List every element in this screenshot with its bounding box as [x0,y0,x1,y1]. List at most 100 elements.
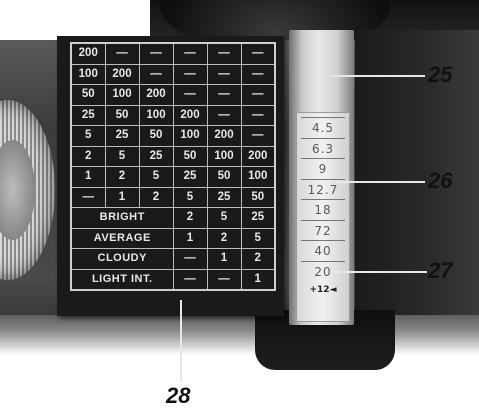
condition-row: BRIGHT 2 5 25 [70,207,276,229]
callout-27-label: 27 [428,258,453,283]
condition-cell: 1 [172,227,208,249]
exposure-cell: — [206,63,242,85]
exposure-cell: 200 [70,42,106,65]
side-dial-hub [0,140,35,240]
condition-cell: 2 [206,227,242,249]
exposure-row: —1 2 5 25 50 [70,186,276,208]
exposure-cell: 100 [172,125,208,147]
exposure-cell: — [172,84,208,106]
aperture-scale-value: 9 [318,162,328,176]
exposure-cell: — [240,42,276,65]
callout-26-line [335,181,425,183]
exposure-cell: 100 [206,145,242,167]
exposure-cell: 2 [70,145,106,167]
callout-26-label: 26 [428,168,453,193]
condition-label: AVERAGE [70,227,174,249]
exposure-cell: 100 [138,104,174,126]
callout-28-label: 28 [166,383,191,408]
exposure-cell: 25 [104,125,140,147]
exposure-cell: — [240,104,276,126]
condition-cell: — [206,268,242,291]
exposure-cell: 50 [240,186,276,208]
exposure-cell: — [206,104,242,126]
exposure-cell: 200 [240,145,276,167]
exposure-cell: 50 [104,104,140,126]
aperture-scale-value: 4.5 [311,121,335,135]
exposure-cell: — [172,63,208,85]
aperture-scale-tick [301,117,345,118]
aperture-scale-value: 12.7 [307,182,339,197]
aperture-scale-tick [301,158,345,159]
exposure-table-panel: 200— — — — —100 200— — — —50 100 200— — —25 50 100 200—… [57,36,284,316]
exposure-cell: 50 [206,166,242,188]
aperture-scale-value: 72 [314,223,332,238]
exposure-cell: 1 [70,166,106,188]
exposure-row: 50 100 200— — — [70,84,276,106]
exposure-row: 100 200— — — — [70,63,276,85]
exposure-cell: 1 [104,186,140,208]
exposure-cell: — [70,186,106,208]
aperture-scale-value: 6.3 [311,141,335,156]
aperture-scale-tick [301,199,345,200]
aperture-scale-tick [301,240,345,241]
exposure-cell: — [104,42,140,65]
condition-cell: 1 [240,268,276,291]
callout-25-line [330,75,425,77]
aperture-scale-value: 18 [314,203,332,217]
exposure-cell: 50 [70,84,106,106]
exposure-cell: 2 [104,166,140,188]
exposure-cell: 5 [70,125,106,147]
callout-27-line [332,271,427,273]
condition-cell: 25 [240,207,276,229]
exposure-cell: 200 [172,104,208,126]
condition-cell: — [172,268,208,291]
exposure-cell: 5 [104,145,140,167]
exposure-cell: 50 [138,125,174,147]
condition-label: BRIGHT [70,207,174,229]
condition-cell: 5 [206,207,242,229]
condition-label: LIGHT INT. [70,268,174,291]
exposure-cell: 2 [138,186,174,208]
exposure-cell: — [172,42,208,65]
exposure-cell: 50 [172,145,208,167]
aperture-scale-tick [301,219,345,221]
exposure-table: 200— — — — —100 200— — — —50 100 200— — —25 50 100 200—… [70,42,276,291]
exposure-cell: — [138,63,174,85]
callout-25-label: 25 [428,62,453,87]
exposure-cell: — [206,42,242,65]
exposure-cell: 5 [138,166,174,188]
exposure-cell: 100 [104,84,140,106]
exposure-cell: 5 [172,186,208,208]
condition-cell: 2 [240,248,276,270]
condition-row: AVERAGE 1 2 5 [70,227,276,249]
condition-row: CLOUDY —1 2 [70,248,276,270]
exposure-cell: — [206,84,242,106]
camera-right-housing [355,30,479,340]
exposure-cell: — [138,42,174,65]
exposure-cell: 200 [206,125,242,147]
camera-lower-edge [0,315,479,355]
exposure-row: 25 50 100 200— — [70,104,276,126]
exposure-cell: 25 [172,166,208,188]
condition-cell: 1 [206,248,242,270]
exposure-cell: 25 [206,186,242,208]
aperture-scale-marker: +12◄ [309,285,337,295]
exposure-cell: — [240,84,276,106]
aperture-scale-tick [301,178,345,180]
aperture-scale-value: 40 [314,244,332,258]
exposure-cell: 200 [138,84,174,106]
exposure-cell: 25 [70,104,106,126]
condition-cell: — [172,248,208,270]
exposure-cell: — [240,63,276,85]
aperture-scale-value: 20 [314,264,332,279]
exposure-cell: — [240,125,276,147]
condition-cell: 2 [172,207,208,229]
exposure-row: 1 2 5 25 50 100 [70,166,276,188]
condition-label: CLOUDY [70,248,174,270]
exposure-cell: 200 [104,63,140,85]
callout-28-line [180,300,182,382]
exposure-cell: 100 [70,63,106,85]
exposure-row: 5 25 50 100 200— [70,125,276,147]
aperture-scale-tick [301,137,345,139]
